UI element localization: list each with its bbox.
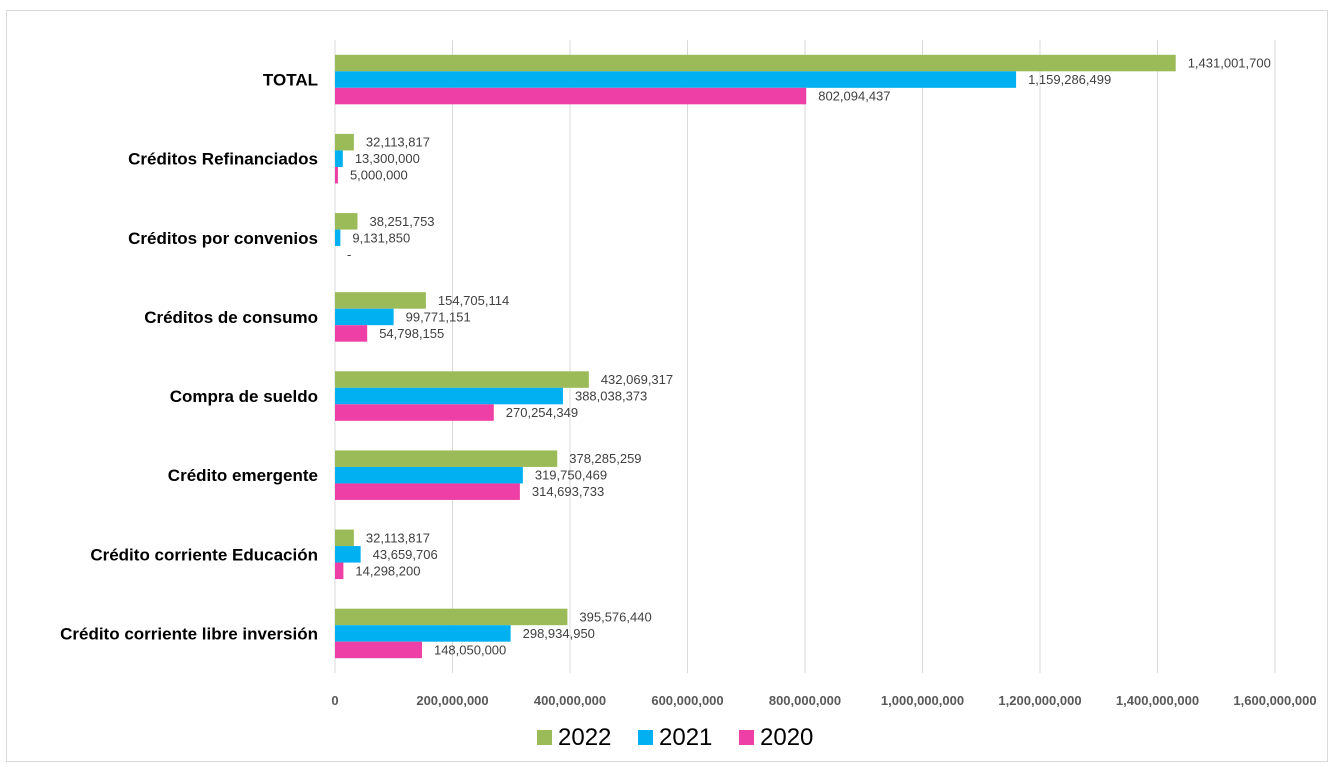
legend-swatch-2020 — [739, 730, 754, 745]
x-tick-label: 600,000,000 — [651, 693, 723, 708]
data-label: 5,000,000 — [350, 168, 408, 183]
category-label: TOTAL — [263, 71, 318, 90]
data-label: 388,038,373 — [575, 389, 647, 404]
data-label: 99,771,151 — [406, 309, 471, 324]
data-label: 432,069,317 — [601, 372, 673, 387]
legend-swatch-2022 — [537, 730, 552, 745]
data-label: 1,159,286,499 — [1028, 72, 1111, 87]
bar-2021 — [335, 150, 343, 167]
data-label: 43,659,706 — [373, 547, 438, 562]
data-label: 32,113,817 — [366, 135, 430, 150]
data-label: 9,131,850 — [352, 230, 410, 245]
bar-2022 — [335, 292, 426, 309]
bar-2020 — [335, 87, 807, 105]
x-tick-label: 800,000,000 — [769, 693, 841, 708]
category-label: Créditos de consumo — [144, 308, 318, 327]
bar-2022 — [335, 54, 1176, 72]
data-label: 148,050,000 — [434, 642, 506, 657]
x-tick-label: 1,600,000,000 — [1233, 693, 1316, 708]
data-label: 32,113,817 — [366, 530, 430, 545]
category-label: Compra de sueldo — [170, 387, 318, 406]
bar-2022 — [335, 133, 354, 151]
bar-2020 — [335, 404, 494, 421]
category-label: Crédito emergente — [168, 466, 318, 485]
bar-2022 — [335, 371, 589, 388]
bar-2021 — [335, 546, 361, 563]
legend-swatch-2021 — [638, 730, 653, 745]
data-label: 38,251,753 — [369, 214, 434, 229]
data-label: 270,254,349 — [506, 405, 578, 420]
x-tick-label: 1,400,000,000 — [1116, 693, 1199, 708]
bar-2020 — [335, 325, 368, 342]
bar-2021 — [335, 466, 523, 484]
legend: 2022 2021 2020 — [537, 724, 813, 751]
legend-label: 2020 — [760, 724, 813, 751]
data-label: 154,705,114 — [438, 293, 509, 308]
gridlines — [334, 40, 1276, 673]
legend-label: 2022 — [558, 724, 611, 751]
category-label: Créditos por convenios — [128, 229, 318, 248]
x-tick-label: 1,200,000,000 — [998, 693, 1081, 708]
bar-2021 — [335, 308, 394, 326]
bar-2022 — [335, 608, 568, 626]
x-tick-label: 0 — [331, 693, 338, 708]
data-label: 298,934,950 — [523, 626, 595, 641]
category-label: Créditos Refinanciados — [128, 150, 318, 169]
category-label: Crédito corriente libre inversión — [60, 624, 318, 643]
data-label: 314,693,733 — [532, 484, 604, 499]
x-tick-label: 200,000,000 — [416, 693, 488, 708]
bar-2021 — [335, 229, 341, 247]
bar-2020 — [335, 166, 338, 184]
x-axis-tick-labels: 0 200,000,000 400,000,000 600,000,000 800,00… — [331, 693, 1316, 708]
data-label: 14,298,200 — [355, 563, 420, 578]
category-labels: TOTAL Créditos Refinanciados Créditos por … — [60, 71, 318, 644]
bars — [335, 54, 1176, 659]
legend-label: 2021 — [659, 724, 712, 751]
data-label: 378,285,259 — [569, 451, 641, 466]
category-label: Crédito corriente Educación — [90, 545, 318, 564]
data-label: 319,750,469 — [535, 468, 607, 483]
bar-2022 — [335, 213, 358, 230]
bar-2020 — [335, 562, 344, 580]
bar-2021 — [335, 387, 563, 405]
chart-frame: 1,431,001,700 1,159,286,499 802,094,437 32,… — [6, 10, 1328, 762]
data-label: 1,431,001,700 — [1188, 56, 1271, 71]
bar-2022 — [335, 450, 558, 467]
data-label: 802,094,437 — [818, 89, 890, 104]
data-label: - — [347, 247, 351, 262]
x-tick-label: 400,000,000 — [534, 693, 606, 708]
bar-2020 — [335, 641, 422, 659]
x-tick-label: 1,000,000,000 — [881, 693, 964, 708]
bar-2022 — [335, 529, 354, 547]
data-label: 395,576,440 — [579, 609, 651, 624]
bar-2021 — [335, 71, 1017, 88]
bar-2021 — [335, 625, 511, 642]
data-labels: 1,431,001,700 1,159,286,499 802,094,437 32,… — [347, 56, 1271, 658]
bar-chart: 1,431,001,700 1,159,286,499 802,094,437 32,… — [60, 40, 1317, 751]
bar-2020 — [335, 483, 520, 500]
data-label: 54,798,155 — [379, 326, 444, 341]
data-label: 13,300,000 — [355, 151, 420, 166]
